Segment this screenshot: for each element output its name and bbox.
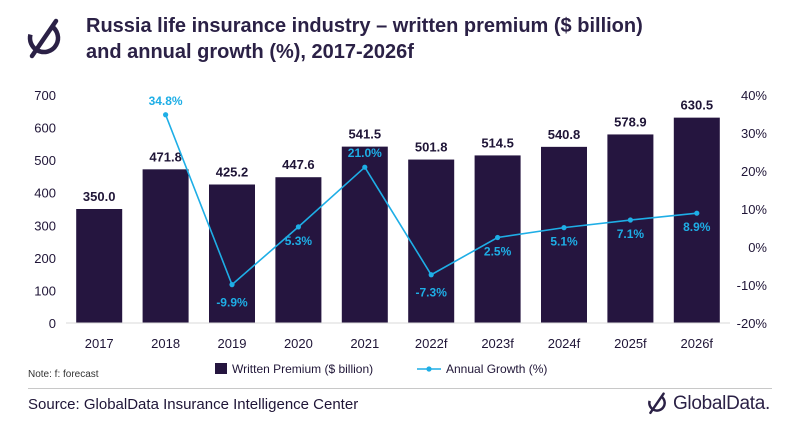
growth-value-label: 21.0% (348, 146, 382, 160)
globaldata-logo-icon (27, 18, 61, 59)
y-right-tick-label: 10% (741, 202, 767, 217)
legend-swatch-point (426, 366, 432, 372)
bar-value-label: 540.8 (548, 127, 581, 142)
x-tick-label: 2025f (614, 336, 647, 351)
legend-swatch-bar (215, 363, 227, 374)
y-left-tick-label: 100 (34, 283, 56, 298)
growth-value-label: 34.8% (149, 94, 183, 108)
legend-label-bar: Written Premium ($ billion) (232, 362, 373, 376)
growth-point (428, 272, 434, 278)
growth-point (295, 224, 301, 230)
growth-value-label: 7.1% (617, 227, 645, 241)
brand-name: GlobalData. (672, 392, 770, 414)
x-tick-label: 2018 (151, 336, 180, 351)
x-tick-label: 2017 (85, 336, 114, 351)
y-left-tick-label: 200 (34, 251, 56, 266)
growth-point (627, 217, 634, 223)
bar (275, 177, 322, 323)
bar (607, 134, 654, 323)
x-tick-label: 2022f (415, 336, 448, 351)
bar (142, 169, 189, 323)
growth-point (362, 164, 368, 170)
bar (341, 146, 388, 323)
bar-value-label: 514.5 (481, 135, 514, 150)
x-tick-label: 2023f (481, 336, 514, 351)
y-right-tick-label: 20% (741, 164, 767, 179)
growth-value-label: -7.3% (416, 286, 448, 300)
growth-point (561, 225, 567, 231)
bar (541, 146, 587, 323)
bar-value-label: 578.9 (614, 114, 647, 129)
footer-divider (28, 388, 772, 389)
y-left-tick-label: 0 (49, 316, 56, 331)
growth-value-label: -9.9% (216, 296, 248, 310)
y-right-tick-label: -20% (737, 316, 768, 331)
chart-title-line-1: Russia life insurance industry – written… (86, 15, 643, 37)
growth-value-label: 8.9% (683, 220, 711, 234)
y-right-tick-label: 30% (741, 126, 767, 141)
growth-point (495, 234, 501, 241)
bar-value-label: 471.8 (149, 149, 182, 164)
legend-label-line: Annual Growth (%) (446, 362, 547, 376)
growth-point (229, 282, 235, 288)
bar-value-label: 425.2 (216, 165, 249, 180)
bar (408, 159, 455, 323)
y-left-tick-label: 700 (34, 88, 56, 103)
chart-title: Russia life insurance industry – written… (86, 13, 766, 65)
growth-point (694, 210, 700, 216)
x-tick-label: 2024f (548, 336, 581, 351)
globaldata-logo-icon (648, 392, 666, 415)
bar-value-label: 541.5 (349, 127, 382, 142)
x-tick-label: 2019 (218, 336, 247, 351)
bar-value-label: 350.0 (83, 189, 116, 204)
y-right-tick-label: 40% (741, 88, 767, 103)
y-right-tick-label: 0% (748, 240, 767, 255)
growth-point (163, 112, 169, 118)
bar-value-label: 501.8 (415, 140, 448, 155)
globaldata-brand: GlobalData. (647, 392, 770, 415)
y-left-tick-label: 500 (34, 153, 56, 168)
y-left-tick-label: 600 (34, 121, 56, 136)
bar (209, 184, 255, 323)
y-left-tick-label: 300 (34, 218, 56, 233)
growth-value-label: 5.1% (550, 235, 578, 249)
bar (76, 209, 123, 323)
source-text: Source: GlobalData Insurance Intelligenc… (28, 396, 359, 413)
bar (673, 117, 720, 323)
growth-value-label: 2.5% (484, 245, 512, 259)
x-tick-label: 2021 (350, 336, 379, 351)
x-tick-label: 2026f (681, 336, 714, 351)
y-right-tick-label: -10% (737, 278, 768, 293)
x-tick-label: 2020 (284, 336, 313, 351)
bar-value-label: 447.6 (282, 157, 315, 172)
chart-title-line-2: and annual growth (%), 2017-2026f (86, 41, 414, 63)
bar-value-label: 630.5 (681, 98, 714, 113)
forecast-note: Note: f: forecast (28, 369, 99, 380)
y-left-tick-label: 400 (34, 186, 56, 201)
growth-value-label: 5.3% (285, 234, 313, 248)
